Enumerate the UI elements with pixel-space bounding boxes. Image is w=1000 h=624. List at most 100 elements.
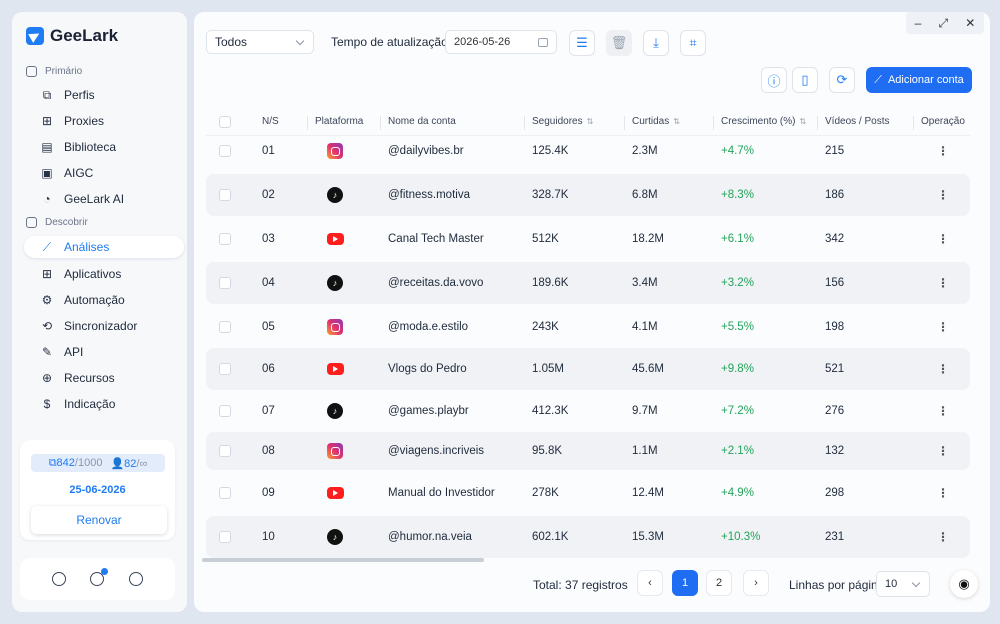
sidebar-item-geelark-ai[interactable]: ◔ GeeLark AI xyxy=(24,188,184,210)
more-options-icon[interactable]: ⋮ xyxy=(937,320,949,334)
more-options-icon[interactable]: ⋮ xyxy=(937,404,949,418)
table-row[interactable]: 03 Canal Tech Master 512K 18.2M +6.1% 342 ⋮ xyxy=(206,218,970,260)
page-1-button[interactable]: 1 xyxy=(672,570,698,596)
renew-button[interactable]: Renovar xyxy=(31,506,167,534)
table-row[interactable]: 07 ♪ @games.playbr 412.3K 9.7M +7.2% 276 ⋮ xyxy=(206,390,970,432)
more-options-icon[interactable]: ⋮ xyxy=(937,144,949,158)
row-checkbox[interactable] xyxy=(219,321,231,333)
select-all-checkbox[interactable] xyxy=(219,116,231,128)
row-videos: 186 xyxy=(825,189,845,201)
download-button[interactable]: ⤓ xyxy=(643,30,669,56)
col-account: Nome da conta xyxy=(380,108,456,136)
update-date-input[interactable]: 2026-05-26 xyxy=(445,30,557,54)
youtube-icon xyxy=(327,233,344,245)
row-followers: 328.7K xyxy=(532,189,569,201)
row-checkbox[interactable] xyxy=(219,445,231,457)
row-account[interactable]: @humor.na.veia xyxy=(388,531,472,543)
bell-icon[interactable] xyxy=(90,568,109,586)
sidebar-item-aplicativos[interactable]: ⊞ Aplicativos xyxy=(41,267,122,281)
page-2-button[interactable]: 2 xyxy=(706,570,732,596)
more-options-icon[interactable]: ⋮ xyxy=(937,530,949,544)
document-button[interactable]: ▯ xyxy=(792,67,818,93)
info-button[interactable]: ⓘ xyxy=(761,67,787,93)
quota-pill: ⧉842/1000 👤82/∞ xyxy=(31,454,165,472)
sidebar-item-aigc[interactable]: ▣ AIGC xyxy=(41,166,94,180)
row-account[interactable]: @games.playbr xyxy=(388,405,469,417)
sidebar-item-biblioteca[interactable]: ▤ Biblioteca xyxy=(41,140,117,154)
row-account[interactable]: @receitas.da.vovo xyxy=(388,277,484,289)
support-icon[interactable] xyxy=(52,572,67,586)
section-primary: Primário xyxy=(26,66,82,77)
col-likes[interactable]: Curtidas ⇅ xyxy=(624,108,680,136)
row-platform xyxy=(327,130,343,172)
sidebar-item-perfis[interactable]: ⧉ Perfis xyxy=(24,84,184,106)
table-row[interactable]: 01 @dailyvibes.br 125.4K 2.3M +4.7% 215 ⋮ xyxy=(206,130,970,172)
row-checkbox[interactable] xyxy=(219,531,231,543)
refresh-button[interactable]: ⟳ xyxy=(829,67,855,93)
table-row[interactable]: 09 Manual do Investidor 278K 12.4M +4.9% 298 ⋮ xyxy=(206,474,970,512)
row-checkbox[interactable] xyxy=(219,405,231,417)
table-row[interactable]: 02 ♪ @fitness.motiva 328.7K 6.8M +8.3% 186 ⋮ xyxy=(206,174,970,216)
apps-icon: ⊞ xyxy=(41,267,53,281)
row-likes: 3.4M xyxy=(632,277,658,289)
next-page-button[interactable]: › xyxy=(743,570,769,596)
row-checkbox[interactable] xyxy=(219,145,231,157)
sort-icon: ⇅ xyxy=(799,117,807,126)
filter-select[interactable]: Todos xyxy=(206,30,314,54)
sidebar-item-api[interactable]: ✎ API xyxy=(41,345,84,359)
close-icon[interactable]: ✕ xyxy=(965,16,976,30)
row-checkbox[interactable] xyxy=(219,277,231,289)
table-row[interactable]: 05 @moda.e.estilo 243K 4.1M +5.5% 198 ⋮ xyxy=(206,306,970,348)
row-account[interactable]: Vlogs do Pedro xyxy=(388,363,467,375)
row-account[interactable]: @dailyvibes.br xyxy=(388,145,464,157)
prev-page-button[interactable]: ‹ xyxy=(637,570,663,596)
row-account[interactable]: Canal Tech Master xyxy=(388,233,484,245)
maximize-icon[interactable]: ⤢ xyxy=(938,15,949,30)
more-options-icon[interactable]: ⋮ xyxy=(937,444,949,458)
col-growth[interactable]: Crescimento (%) ⇅ xyxy=(713,108,807,136)
delete-button[interactable]: 🗑 xyxy=(606,30,632,56)
sidebar-item-recursos[interactable]: ⊕ Recursos xyxy=(41,371,115,385)
section-discover: Descobrir xyxy=(26,217,88,228)
more-options-icon[interactable]: ⋮ xyxy=(937,276,949,290)
add-account-button[interactable]: ⟋ Adicionar conta xyxy=(866,67,972,93)
row-likes: 18.2M xyxy=(632,233,664,245)
row-platform: ♪ xyxy=(327,262,343,304)
row-platform xyxy=(327,218,344,260)
row-checkbox[interactable] xyxy=(219,487,231,499)
row-likes: 12.4M xyxy=(632,487,664,499)
horizontal-scrollbar[interactable] xyxy=(202,558,484,562)
tag-button[interactable]: ⌗ xyxy=(680,30,706,56)
sidebar-item-indicacao[interactable]: $ Indicação xyxy=(24,393,184,415)
row-checkbox[interactable] xyxy=(219,363,231,375)
minimize-icon[interactable]: – xyxy=(914,16,922,30)
more-options-icon[interactable]: ⋮ xyxy=(937,188,949,202)
assistant-button[interactable]: ◉ xyxy=(950,570,978,598)
filter-settings-button[interactable]: ☰ xyxy=(569,30,595,56)
row-account[interactable]: Manual do Investidor xyxy=(388,487,495,499)
row-account[interactable]: @viagens.incriveis xyxy=(388,445,485,457)
col-followers[interactable]: Seguidores ⇅ xyxy=(524,108,593,136)
sidebar-item-analises[interactable]: ⟋ Análises xyxy=(24,236,184,258)
more-options-icon[interactable]: ⋮ xyxy=(937,362,949,376)
tiktok-icon: ♪ xyxy=(327,403,343,419)
table-row[interactable]: 06 Vlogs do Pedro 1.05M 45.6M +9.8% 521 ⋮ xyxy=(206,348,970,390)
table-row[interactable]: 08 @viagens.incriveis 95.8K 1.1M +2.1% 132 ⋮ xyxy=(206,432,970,470)
col-platform: Plataforma xyxy=(307,108,363,136)
row-videos: 156 xyxy=(825,277,845,289)
sidebar-item-sincronizador[interactable]: ⟲ Sincronizador xyxy=(41,319,138,333)
tag-icon: ⌗ xyxy=(689,35,697,50)
user-icon[interactable] xyxy=(128,572,143,586)
more-options-icon[interactable]: ⋮ xyxy=(937,232,949,246)
sidebar-item-automacao[interactable]: ⚙ Automação xyxy=(41,293,125,307)
table-row[interactable]: 04 ♪ @receitas.da.vovo 189.6K 3.4M +3.2% 156 ⋮ xyxy=(206,262,970,304)
row-checkbox[interactable] xyxy=(219,189,231,201)
rows-per-page-select[interactable]: 10 xyxy=(876,571,930,597)
row-account[interactable]: @fitness.motiva xyxy=(388,189,470,201)
window-controls: – ⤢ ✕ xyxy=(906,12,984,34)
row-account[interactable]: @moda.e.estilo xyxy=(388,321,469,333)
row-checkbox[interactable] xyxy=(219,233,231,245)
table-row[interactable]: 10 ♪ @humor.na.veia 602.1K 15.3M +10.3% 231 ⋮ xyxy=(206,516,970,558)
more-options-icon[interactable]: ⋮ xyxy=(937,486,949,500)
sidebar-item-proxies[interactable]: ⊞ Proxies xyxy=(41,114,105,128)
